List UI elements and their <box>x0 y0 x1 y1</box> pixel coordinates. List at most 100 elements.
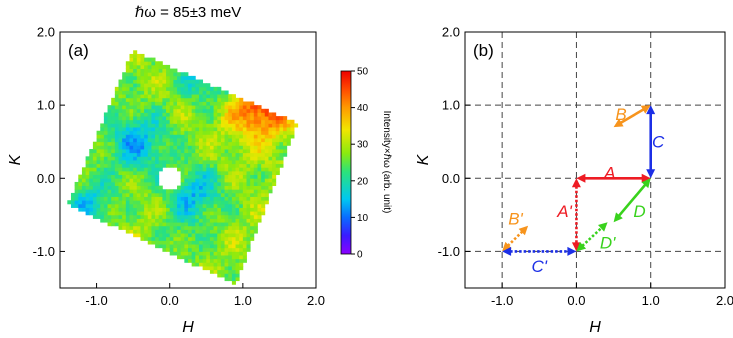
heatmap-cell <box>224 203 229 208</box>
heatmap-cell <box>220 167 225 172</box>
heatmap-cell <box>224 97 229 102</box>
heatmap-cell <box>286 127 291 132</box>
heatmap-cell <box>206 258 211 263</box>
heatmap-cell <box>180 116 185 121</box>
heatmap-cell <box>114 112 119 117</box>
heatmap-cell <box>242 229 247 234</box>
heatmap-cell <box>191 163 196 168</box>
heatmap-cell <box>213 218 218 223</box>
heatmap-cell <box>118 149 123 154</box>
heatmap-cell <box>246 112 251 117</box>
heatmap-cell <box>261 156 266 161</box>
heatmap-cell <box>261 160 266 165</box>
heatmap-cell <box>85 163 90 168</box>
heatmap-cell <box>114 189 119 194</box>
heatmap-cell <box>122 181 127 186</box>
heatmap-cell <box>155 167 160 172</box>
heatmap-cell <box>118 156 123 161</box>
heatmap-cell <box>239 138 244 143</box>
heatmap-cell <box>246 214 251 219</box>
heatmap-cell <box>231 196 236 201</box>
heatmap-cell <box>103 218 108 223</box>
heatmap-cell <box>169 240 174 245</box>
heatmap-cell <box>162 163 167 168</box>
heatmap-cell <box>133 116 138 121</box>
heatmap-cell <box>191 218 196 223</box>
heatmap-cell <box>220 97 225 102</box>
heatmap-cell <box>133 127 138 132</box>
heatmap-cell <box>103 200 108 205</box>
heatmap-cell <box>264 123 269 128</box>
heatmap-cell <box>209 244 214 249</box>
heatmap-cell <box>217 192 222 197</box>
heatmap-cell <box>253 119 258 124</box>
heatmap-cell <box>235 207 240 212</box>
heatmap-cell <box>136 196 141 201</box>
heatmap-cell <box>177 247 182 252</box>
heatmap-cell <box>242 189 247 194</box>
heatmap-cell <box>166 72 171 77</box>
heatmap-cell <box>184 156 189 161</box>
heatmap-cell <box>279 163 284 168</box>
heatmap-cell <box>129 189 134 194</box>
heatmap-cell <box>286 138 291 143</box>
heatmap-cell <box>103 203 108 208</box>
heatmap-cell <box>103 149 108 154</box>
heatmap-cell <box>166 79 171 84</box>
heatmap-cell <box>275 127 280 132</box>
heatmap-cell <box>133 72 138 77</box>
heatmap-cell <box>147 149 152 154</box>
heatmap-cell <box>250 211 255 216</box>
heatmap-cell <box>209 247 214 252</box>
heatmap-cell <box>92 203 97 208</box>
heatmap-cell <box>162 211 167 216</box>
heatmap-cell <box>144 101 149 106</box>
heatmap-cell <box>173 211 178 216</box>
vector-d-label: D <box>633 202 645 221</box>
heatmap-cell <box>78 174 83 179</box>
heatmap-cell <box>261 181 266 186</box>
heatmap-cell <box>272 116 277 121</box>
heatmap-cell <box>217 116 222 121</box>
heatmap-cell <box>166 83 171 88</box>
heatmap-cell <box>239 178 244 183</box>
heatmap-cell <box>169 105 174 110</box>
heatmap-cell <box>198 244 204 249</box>
heatmap-cell <box>228 236 233 241</box>
heatmap-cell <box>151 57 156 62</box>
heatmap-cell <box>177 90 182 95</box>
heatmap-cell <box>122 94 127 99</box>
heatmap-cell <box>272 119 277 124</box>
heatmap-cell <box>191 262 196 267</box>
heatmap-cell <box>235 149 240 154</box>
heatmap-cell <box>264 196 269 201</box>
panel-a-x-tick-label: 2.0 <box>307 293 325 308</box>
heatmap-cell <box>118 174 123 179</box>
heatmap-cell <box>246 189 251 194</box>
heatmap-cell <box>140 207 145 212</box>
heatmap-cell <box>198 207 204 212</box>
heatmap-cell <box>111 127 116 132</box>
heatmap-cell <box>246 108 251 113</box>
heatmap-cell <box>147 229 152 234</box>
heatmap-cell <box>169 244 174 249</box>
heatmap-cell <box>209 258 214 263</box>
heatmap-cell <box>147 167 152 172</box>
heatmap-cell <box>122 145 127 150</box>
heatmap-cell <box>96 134 101 139</box>
heatmap-cell <box>198 251 204 256</box>
heatmap-cell <box>235 229 240 234</box>
heatmap-cell <box>125 127 130 132</box>
heatmap-cell <box>228 123 233 128</box>
heatmap-cell <box>166 90 171 95</box>
heatmap-cell <box>184 160 189 165</box>
heatmap-cell <box>202 149 207 154</box>
heatmap-cell <box>166 68 171 73</box>
heatmap-cell <box>224 233 229 238</box>
heatmap-cell <box>279 156 284 161</box>
heatmap-cell <box>136 108 141 113</box>
heatmap-cell <box>107 211 112 216</box>
heatmap-cell <box>122 152 127 157</box>
heatmap-cell <box>144 160 149 165</box>
heatmap-cell <box>217 105 222 110</box>
